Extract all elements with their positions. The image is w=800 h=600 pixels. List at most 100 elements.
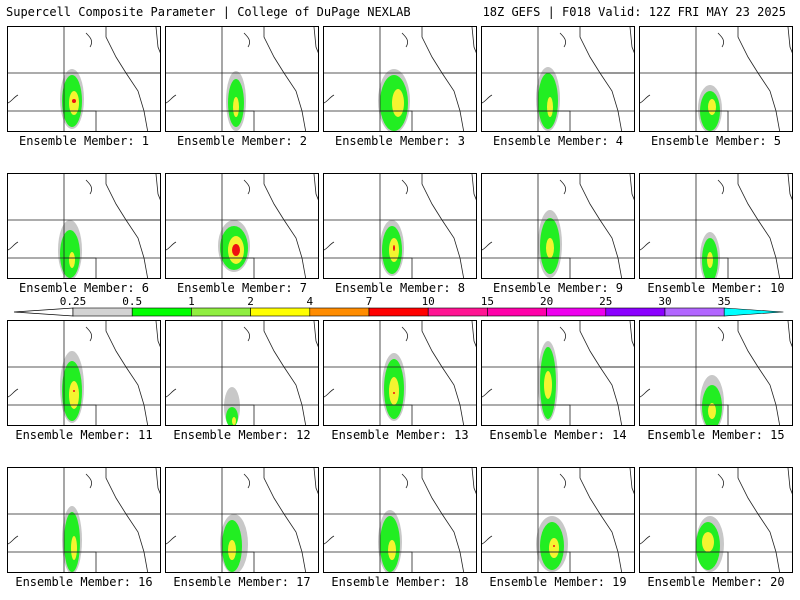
colorbar-tick-label: 20 <box>540 296 553 308</box>
state-boundary <box>243 32 251 48</box>
state-boundary <box>471 468 476 495</box>
map-18 <box>324 468 476 572</box>
panel-label-12: Ensemble Member: 12 <box>173 428 311 442</box>
scp-contour <box>393 245 395 251</box>
state-boundary <box>559 326 567 342</box>
state-boundary <box>380 551 413 572</box>
state-boundary <box>717 473 725 489</box>
state-boundary <box>421 27 465 131</box>
state-boundary <box>105 174 149 278</box>
map-panel-4 <box>481 26 635 132</box>
scp-contour <box>72 99 76 103</box>
state-boundary <box>579 468 623 572</box>
state-boundary <box>166 94 177 104</box>
map-panel-12 <box>165 320 319 426</box>
state-boundary <box>380 404 413 425</box>
map-2 <box>166 27 318 131</box>
colorbar-swatch <box>546 307 607 317</box>
state-boundary <box>482 241 493 251</box>
panel-label-19: Ensemble Member: 19 <box>489 575 627 589</box>
state-boundary <box>313 468 318 495</box>
panel-label-13: Ensemble Member: 13 <box>331 428 469 442</box>
state-boundary <box>166 535 177 545</box>
state-boundary <box>717 32 725 48</box>
map-panel-19 <box>481 467 635 573</box>
colorbar-swatch <box>72 307 133 317</box>
map-11 <box>8 321 160 425</box>
colorbar-swatch <box>664 307 725 317</box>
map-4 <box>482 27 634 131</box>
state-boundary <box>421 174 465 278</box>
state-boundary <box>401 32 409 48</box>
colorbar-swatch <box>191 307 251 317</box>
scp-contour <box>544 371 552 399</box>
scp-contour <box>707 252 713 268</box>
scp-contour <box>233 97 239 117</box>
state-boundary <box>482 535 493 545</box>
colorbar-tick-label: 30 <box>658 296 671 308</box>
scp-contour <box>389 377 399 405</box>
state-boundary <box>471 174 476 201</box>
map-panel-7 <box>165 173 319 279</box>
state-boundary <box>8 388 19 398</box>
scp-contour <box>71 536 77 560</box>
state-boundary <box>64 404 97 425</box>
map-panel-8 <box>323 173 477 279</box>
map-panel-15 <box>639 320 793 426</box>
map-3 <box>324 27 476 131</box>
state-boundary <box>538 551 571 572</box>
colorbar-swatch <box>605 307 666 317</box>
map-15 <box>640 321 792 425</box>
scp-contour <box>69 252 75 268</box>
state-boundary <box>629 321 634 348</box>
colorbar-tick-label: 25 <box>599 296 612 308</box>
state-boundary <box>737 174 781 278</box>
state-boundary <box>640 388 651 398</box>
state-boundary <box>155 27 160 54</box>
state-boundary <box>421 468 465 572</box>
state-boundary <box>717 179 725 195</box>
panel-label-14: Ensemble Member: 14 <box>489 428 627 442</box>
colorbar-swatch <box>368 307 429 317</box>
map-panel-20 <box>639 467 793 573</box>
colorbar-swatch <box>250 307 311 317</box>
state-boundary <box>166 388 177 398</box>
state-boundary <box>64 257 97 278</box>
state-boundary <box>8 94 19 104</box>
map-16 <box>8 468 160 572</box>
state-boundary <box>717 326 725 342</box>
state-boundary <box>155 174 160 201</box>
panel-label-17: Ensemble Member: 17 <box>173 575 311 589</box>
colorbar-tick-label: 4 <box>306 296 313 308</box>
scp-contour <box>228 540 236 560</box>
state-boundary <box>538 110 571 131</box>
map-panel-16 <box>7 467 161 573</box>
colorbar-left-arrow <box>13 307 74 317</box>
scp-contour <box>73 390 75 392</box>
map-17 <box>166 468 318 572</box>
state-boundary <box>538 404 571 425</box>
map-panel-17 <box>165 467 319 573</box>
state-boundary <box>166 241 177 251</box>
scp-contour <box>553 545 555 547</box>
map-19 <box>482 468 634 572</box>
panel-label-6: Ensemble Member: 6 <box>18 281 150 295</box>
scp-contour <box>546 238 554 258</box>
panel-label-10: Ensemble Member: 10 <box>647 281 785 295</box>
state-boundary <box>64 110 97 131</box>
state-boundary <box>559 32 567 48</box>
state-boundary <box>401 473 409 489</box>
colorbar-swatch <box>131 307 192 317</box>
colorbar-swatch <box>427 307 488 317</box>
state-boundary <box>263 468 307 572</box>
state-boundary <box>105 321 149 425</box>
colorbar-swatch <box>487 307 547 317</box>
state-boundary <box>629 27 634 54</box>
state-boundary <box>787 468 792 495</box>
scp-contour <box>232 244 240 256</box>
state-boundary <box>222 257 255 278</box>
state-boundary <box>85 326 93 342</box>
state-boundary <box>64 551 97 572</box>
colorbar-swatch <box>723 307 784 317</box>
map-panel-2 <box>165 26 319 132</box>
